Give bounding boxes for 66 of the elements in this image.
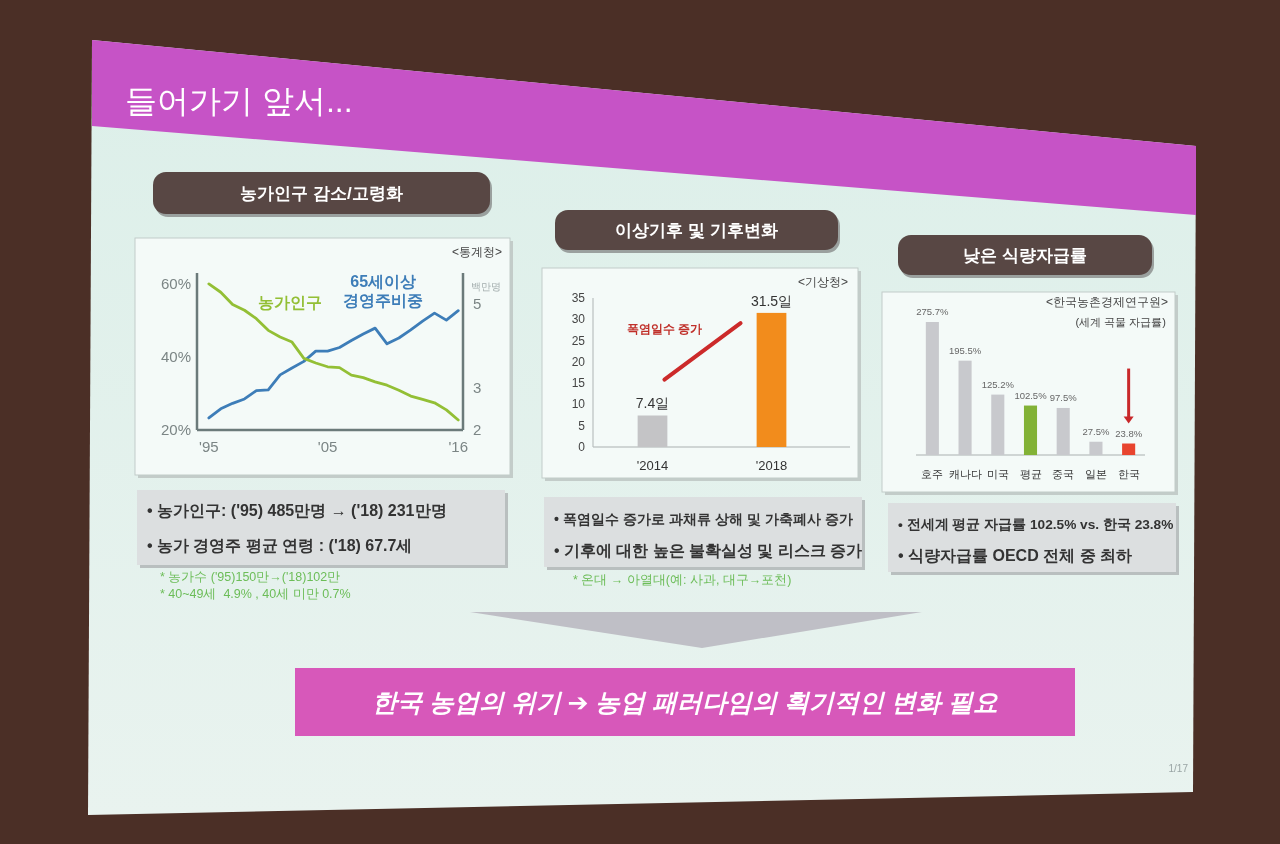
- y2-axis-title: 백만명: [471, 281, 501, 293]
- data-label: 97.5%: [1049, 391, 1078, 403]
- bar: [958, 360, 972, 455]
- x-tick-label: 캐나다: [948, 468, 982, 480]
- text: * 40~49세 4.9% , 40세 미만 0.7%: [160, 587, 351, 601]
- chart-title: 낮은 식량자급률: [963, 246, 1087, 265]
- text: 들어가기 앞서...: [125, 83, 353, 119]
- y2-tick-label: 3: [473, 379, 482, 397]
- data-label: 195.5%: [948, 344, 982, 356]
- y-tick-label: 20%: [160, 421, 191, 438]
- bar: [925, 322, 939, 455]
- text: 한국 농업의 위기 ➔ 농업 패러다임의 획기적인 변화 필요: [371, 688, 999, 716]
- y2-tick-label: 5: [473, 295, 482, 313]
- data-label: 275.7%: [916, 306, 950, 317]
- x-tick-label: 중국: [1052, 468, 1075, 480]
- y-tick-label: 40%: [160, 347, 191, 365]
- x-tick-label: 일본: [1084, 468, 1107, 480]
- text: * 온대 → 아열대(예: 사과, 대구→포천): [573, 573, 792, 587]
- x-tick-label: '05: [317, 438, 338, 455]
- text: • 농가 경영주 평균 연령 : ('18) 67.7세: [147, 537, 413, 554]
- x-tick-label: 미국: [986, 468, 1009, 480]
- bar: [1122, 443, 1136, 455]
- y-tick-label: 35: [571, 291, 586, 305]
- data-label: 102.5%: [1014, 389, 1048, 401]
- data-label: 23.8%: [1115, 427, 1143, 439]
- x-tick-label: '2018: [755, 458, 788, 473]
- y-tick-label: 0: [578, 440, 586, 454]
- y-tick-label: 10: [571, 397, 586, 412]
- data-label: 31.5일: [750, 292, 793, 309]
- text: <통계청>: [451, 245, 502, 259]
- chart-title: 농가인구 감소/고령화: [240, 184, 403, 203]
- bar: [991, 394, 1005, 455]
- x-tick-label: '16: [448, 438, 469, 455]
- annotation: 폭염일수 증가: [626, 322, 703, 337]
- text: 1/17: [1168, 763, 1189, 774]
- y-tick-label: 20: [571, 354, 586, 369]
- bar: [1056, 407, 1070, 455]
- line-series: [207, 309, 460, 420]
- series-label: 65세이상 경영주비중: [343, 273, 424, 310]
- text: • 기후에 대한 높은 불확실성 및 리스크 증가: [554, 542, 862, 559]
- x-tick-label: 평균: [1019, 468, 1042, 480]
- bar: [1023, 405, 1038, 455]
- text: * 농가수 ('95)150만→('18)102만: [160, 570, 341, 584]
- data-label: 7.4일: [635, 395, 670, 412]
- bar: [1089, 441, 1103, 455]
- text: • 농가인구: ('95) 485만명 → ('18) 231만명: [147, 502, 447, 519]
- y-tick-label: 30: [571, 312, 586, 327]
- x-tick-label: 호주: [921, 468, 944, 480]
- y-tick-label: 5: [578, 418, 586, 433]
- data-label: 125.2%: [981, 378, 1015, 390]
- text: • 폭염일수 증가로 과채류 상해 및 가축폐사 증가: [554, 511, 853, 527]
- text: <한국농촌경제연구원>: [1045, 295, 1168, 309]
- series-label: 농가인구: [258, 293, 323, 311]
- chart-subtitle: (세계 곡물 자급률): [1075, 316, 1166, 328]
- text: • 식량자급률 OECD 전체 중 최하: [898, 547, 1133, 564]
- y-tick-label: 25: [571, 333, 586, 348]
- x-tick-label: '95: [199, 438, 219, 455]
- y-tick-label: 15: [571, 376, 586, 391]
- x-tick-label: '2014: [636, 458, 669, 473]
- text: <기상청>: [797, 275, 848, 289]
- data-label: 27.5%: [1082, 425, 1110, 437]
- text: • 전세계 평균 자급률 102.5% vs. 한국 23.8%: [898, 517, 1174, 532]
- chart-title: 이상기후 및 기후변화: [615, 221, 778, 240]
- y2-tick-label: 2: [473, 421, 482, 438]
- y-tick-label: 60%: [160, 274, 191, 292]
- x-tick-label: 한국: [1117, 468, 1140, 480]
